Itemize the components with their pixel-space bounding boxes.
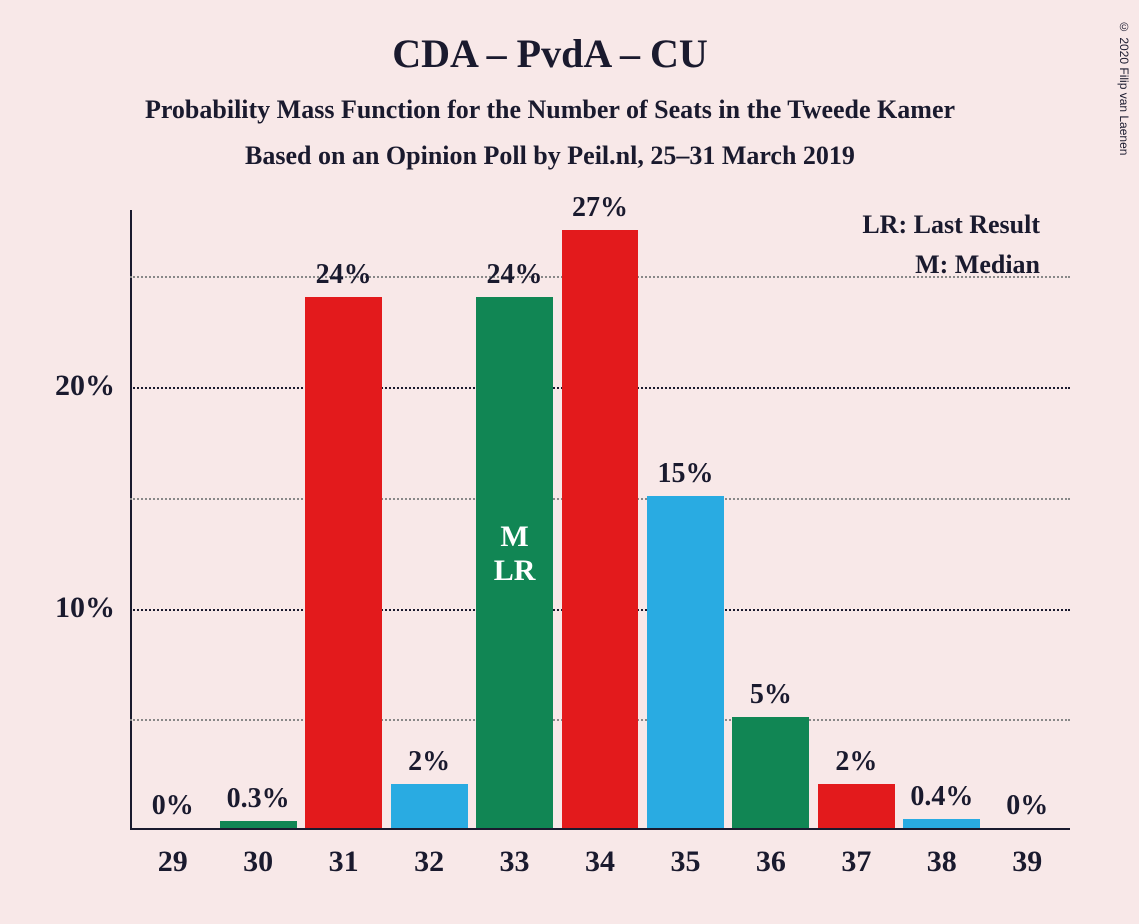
bar-value-label: 0% [979, 790, 1076, 822]
median-lr-label: LR [476, 554, 553, 588]
x-tick-label: 30 [215, 845, 300, 879]
y-axis [130, 210, 132, 830]
x-tick-label: 35 [643, 845, 728, 879]
bar-value-label: 0% [124, 790, 221, 822]
bar-value-label: 24% [466, 259, 563, 291]
chart-subtitle-1: Probability Mass Function for the Number… [0, 95, 1100, 125]
y-tick-label: 10% [35, 591, 115, 625]
x-tick-label: 38 [899, 845, 984, 879]
bar [818, 784, 895, 828]
bar [220, 821, 297, 828]
bar [647, 496, 724, 828]
y-tick-label: 20% [35, 369, 115, 403]
bar [391, 784, 468, 828]
bar [305, 297, 382, 828]
bar-value-label: 0.3% [210, 783, 307, 815]
x-tick-label: 39 [985, 845, 1070, 879]
x-tick-label: 33 [472, 845, 557, 879]
x-tick-label: 36 [728, 845, 813, 879]
chart-subtitle-2: Based on an Opinion Poll by Peil.nl, 25–… [0, 141, 1100, 171]
bar-value-label: 24% [295, 259, 392, 291]
x-tick-label: 31 [301, 845, 386, 879]
bar-value-label: 2% [381, 746, 478, 778]
bar-value-label: 0.4% [893, 781, 990, 813]
median-m-label: M [476, 520, 553, 554]
bar [732, 717, 809, 828]
x-tick-label: 29 [130, 845, 215, 879]
bar [562, 230, 639, 828]
legend-lr: LR: Last Result [862, 210, 1040, 240]
bar-value-label: 15% [637, 458, 734, 490]
bar: MLR [476, 297, 553, 828]
bar-value-label: 5% [722, 679, 819, 711]
x-axis [130, 828, 1070, 830]
bar-inner-labels: MLR [476, 520, 553, 588]
bar [903, 819, 980, 828]
copyright-text: © 2020 Filip van Laenen [1117, 20, 1131, 155]
bar-value-label: 2% [808, 746, 905, 778]
plot-area: LR: Last Result M: Median 10%20% 0%0.3%2… [130, 210, 1070, 830]
x-tick-label: 32 [386, 845, 471, 879]
chart-container: CDA – PvdA – CU Probability Mass Functio… [0, 0, 1100, 924]
x-tick-label: 34 [557, 845, 642, 879]
bar-value-label: 27% [552, 192, 649, 224]
chart-title: CDA – PvdA – CU [0, 0, 1100, 77]
x-tick-label: 37 [814, 845, 899, 879]
